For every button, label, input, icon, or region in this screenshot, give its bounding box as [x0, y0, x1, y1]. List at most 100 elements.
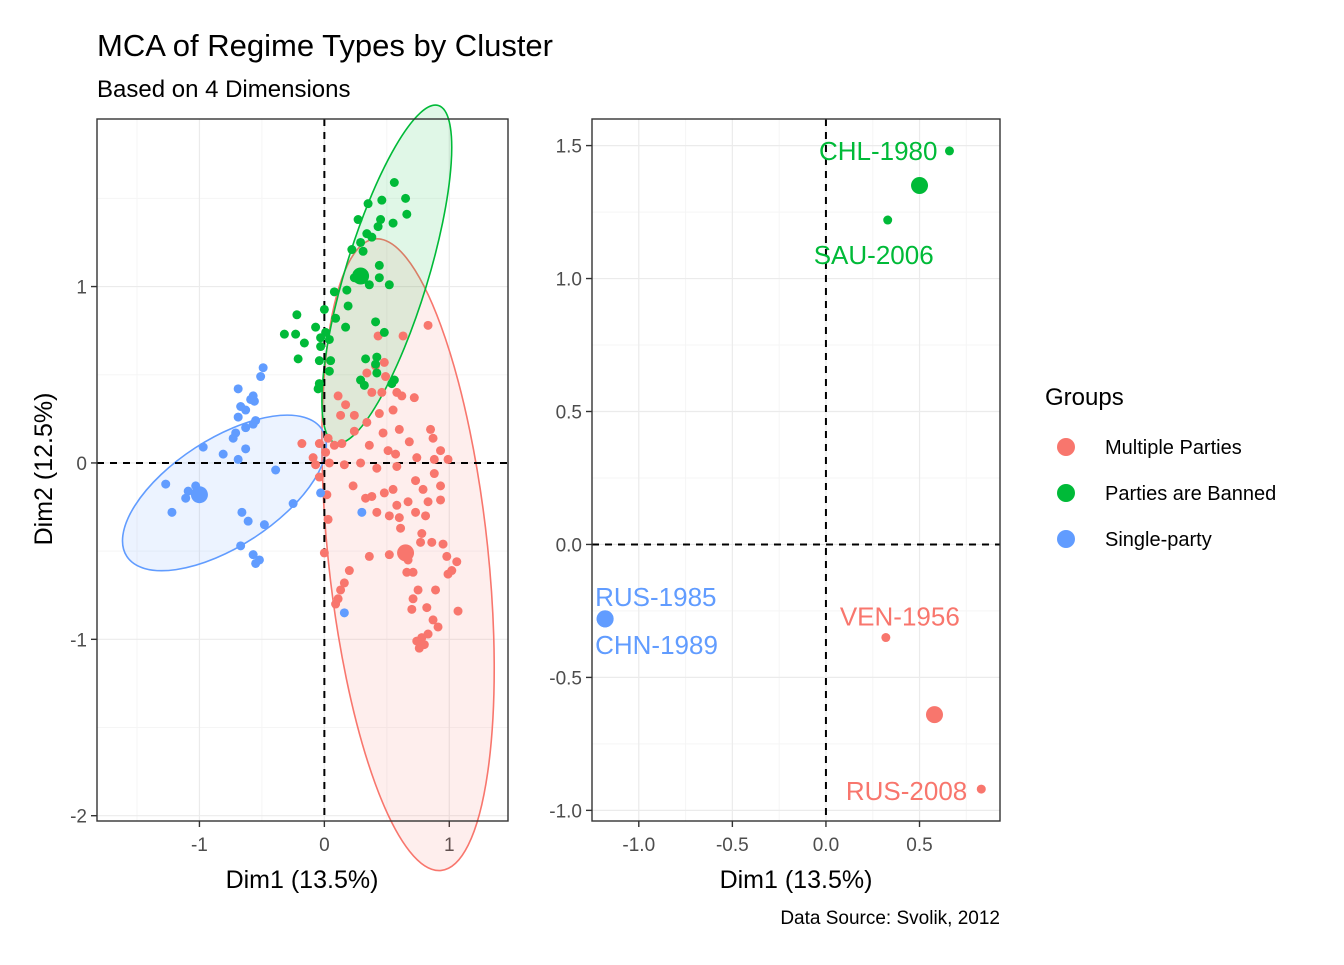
point-multiple-parties	[433, 622, 443, 632]
point-multiple-parties	[394, 424, 404, 434]
point-sau-2006	[883, 215, 893, 225]
point-multiple-parties	[348, 481, 358, 491]
point-multiple-parties	[372, 507, 382, 517]
point-single-party	[237, 507, 247, 517]
point-multiple-parties	[379, 488, 389, 498]
legend-title: Groups	[1045, 384, 1124, 411]
point-single-party	[248, 419, 258, 429]
point-parties-are-banned	[389, 177, 399, 187]
point-multiple-parties	[418, 484, 428, 494]
left-panel: -1 0 1 -2 -1 0 1	[70, 104, 509, 872]
y-tick-label: -1	[70, 630, 87, 651]
point-multiple-parties	[341, 400, 351, 410]
point-multiple-parties	[367, 491, 377, 501]
point-parties-are-banned	[359, 380, 369, 390]
point-multiple-parties	[411, 476, 421, 486]
x-tick-label: -1.0	[622, 835, 655, 856]
point-multiple-parties	[349, 426, 359, 436]
point-multiple-parties	[436, 495, 446, 505]
point-single-party	[271, 465, 281, 475]
point-single-party	[241, 405, 251, 415]
point-multiple-parties	[416, 537, 426, 547]
point-parties-are-banned	[373, 222, 383, 232]
point-multiple-parties	[362, 368, 372, 378]
point-multiple-parties	[384, 511, 394, 521]
point-parties-are-banned	[362, 229, 372, 239]
point-multiple-parties	[452, 557, 462, 567]
label-rus-1985: RUS-1985	[595, 582, 716, 612]
point-multiple-parties	[428, 433, 438, 443]
point-parties-are-banned	[353, 215, 363, 225]
centroid-multiple-parties	[925, 706, 943, 724]
point-parties-are-banned	[313, 384, 323, 394]
point-multiple-parties	[377, 387, 387, 397]
point-single-party	[316, 488, 326, 498]
point-parties-are-banned	[371, 359, 381, 369]
point-multiple-parties	[397, 391, 407, 401]
point-multiple-parties	[384, 550, 394, 560]
point-single-party	[233, 384, 243, 394]
point-parties-are-banned	[363, 199, 373, 209]
x-tick-label: 0.0	[813, 835, 839, 856]
point-rus-2008	[976, 784, 986, 794]
point-parties-are-banned	[372, 368, 382, 378]
point-parties-are-banned	[342, 285, 352, 295]
y-tick-label: 0.5	[556, 403, 582, 424]
point-multiple-parties	[349, 410, 359, 420]
point-multiple-parties	[436, 446, 446, 456]
legend-entry-parties-are-banned: Parties are Banned	[1057, 483, 1276, 505]
point-multiple-parties	[364, 551, 374, 561]
point-multiple-parties	[412, 636, 422, 646]
point-multiple-parties	[362, 417, 372, 427]
point-multiple-parties	[411, 507, 421, 517]
point-multiple-parties	[324, 458, 334, 468]
legend-label-multiple-parties: Multiple Parties	[1105, 437, 1242, 459]
point-multiple-parties	[319, 548, 329, 558]
x-tick-label: 0	[319, 835, 330, 856]
label-chn-1989: CHN-1989	[595, 630, 718, 660]
panel-background	[592, 119, 1000, 821]
right-panel: -1.0 -0.5 0.0 0.5 -1.0 -0.5 0.0 0.5 1.0 1.5 CHL-19…	[549, 118, 1001, 856]
point-single-party	[233, 454, 243, 464]
point-parties-are-banned	[361, 354, 371, 364]
point-multiple-parties	[356, 458, 366, 468]
point-multiple-parties	[339, 578, 349, 588]
y-tick-label: -2	[70, 807, 87, 828]
point-multiple-parties	[427, 537, 437, 547]
point-multiple-parties	[443, 569, 453, 579]
point-single-party	[248, 550, 258, 560]
point-single-party	[241, 444, 251, 454]
left-x-axis-title: Dim1 (13.5%)	[226, 866, 379, 894]
point-parties-are-banned	[299, 338, 309, 348]
point-single-party	[236, 541, 246, 551]
point-parties-are-banned	[341, 322, 351, 332]
legend-key-single-party	[1057, 530, 1075, 548]
point-parties-are-banned	[358, 246, 368, 256]
point-single-party	[233, 412, 243, 422]
legend-key-parties-are-banned	[1057, 484, 1075, 502]
point-parties-are-banned	[372, 352, 382, 362]
point-multiple-parties	[404, 437, 414, 447]
point-multiple-parties	[388, 405, 398, 415]
right-x-axis-title: Dim1 (13.5%)	[720, 866, 873, 894]
point-single-party	[258, 363, 268, 373]
y-tick-label: 1.5	[556, 137, 582, 158]
point-ven-1956	[881, 633, 891, 643]
point-multiple-parties	[333, 391, 343, 401]
point-multiple-parties	[339, 460, 349, 470]
point-multiple-parties	[403, 497, 413, 507]
point-single-party	[181, 493, 191, 503]
point-single-party	[357, 507, 367, 517]
point-multiple-parties	[407, 604, 417, 614]
centroid-single-party	[190, 486, 208, 504]
point-multiple-parties	[323, 514, 333, 524]
x-tick-label: 1	[444, 835, 455, 856]
point-parties-are-banned	[293, 354, 303, 364]
point-parties-are-banned	[326, 356, 336, 366]
point-single-party	[183, 486, 193, 496]
point-single-party	[259, 520, 269, 530]
y-tick-label: -0.5	[549, 668, 582, 689]
point-parties-are-banned	[343, 301, 353, 311]
point-parties-are-banned	[314, 356, 324, 366]
panel-border	[96, 118, 509, 822]
